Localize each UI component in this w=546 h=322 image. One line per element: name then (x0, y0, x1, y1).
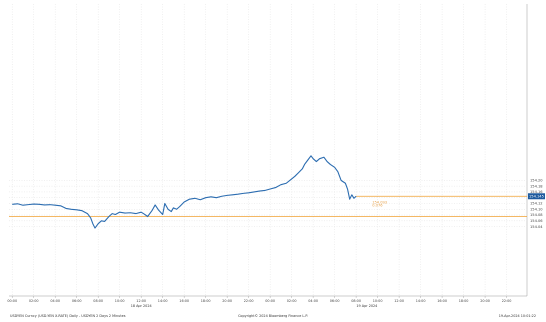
x-tick-label: 22:00 (244, 299, 254, 303)
x-tick-label: 04:00 (308, 299, 318, 303)
last-price-layer: 154.145 (528, 193, 545, 200)
x-tick-label: 06:00 (330, 299, 340, 303)
x-tick-label: 00:00 (7, 299, 17, 303)
x-tick-label: 14:00 (158, 299, 168, 303)
x-tick-label: 20:00 (480, 299, 490, 303)
x-tick-label: 06:00 (72, 299, 82, 303)
x-tick-label: 18:00 (459, 299, 469, 303)
x-tick-label: 18:00 (201, 299, 211, 303)
x-tick-label: 00:00 (265, 299, 275, 303)
footer-left-text: USDYEN Curncy (USD-YEN X-RATE) Daily - U… (10, 314, 126, 318)
x-tick-label: 08:00 (93, 299, 103, 303)
x-tick-label: 10:00 (115, 299, 125, 303)
price-series-line (12, 155, 357, 229)
y-tick-labels: 154.04154.06154.08154.10154.12154.14154.… (530, 179, 543, 229)
y-tick-label: 154.16 (530, 190, 543, 194)
x-tick-label: 04:00 (50, 299, 60, 303)
reference-layer (9, 195, 527, 217)
plot-area (9, 4, 527, 296)
x-tick-label: 14:00 (416, 299, 426, 303)
date-labels: 18 Apr 2024 19 Apr 2024 (131, 304, 378, 308)
x-gridlines (12, 4, 507, 298)
x-tick-label: 02:00 (287, 299, 297, 303)
y-tick-label: 154.04 (530, 225, 543, 229)
x-tick-label: 12:00 (136, 299, 146, 303)
x-tick-label: 10:00 (373, 299, 383, 303)
x-tick-label: 12:00 (394, 299, 404, 303)
annotation-label: 0.076 (372, 203, 383, 207)
y-tick-label: 154.18 (530, 184, 543, 188)
x-tick-label: 16:00 (179, 299, 189, 303)
y-tick-label: 154.12 (530, 202, 543, 206)
y-tick-label: 154.20 (530, 179, 543, 183)
date-label: 18 Apr 2024 (131, 304, 152, 308)
x-tick-label: 16:00 (437, 299, 447, 303)
x-tick-label: 02:00 (29, 299, 39, 303)
y-tick-label: 154.06 (530, 219, 543, 223)
x-tick-label: 08:00 (351, 299, 361, 303)
y-tick-label: 154.10 (530, 207, 543, 211)
x-tick-label: 20:00 (222, 299, 232, 303)
footer-center-text: Copyright© 2024 Bloomberg Finance L.P. (238, 314, 308, 318)
y-tick-label: 154.08 (530, 213, 543, 217)
last-price-tag-label: 154.145 (529, 195, 544, 199)
annotation-label: 154.093 (372, 200, 387, 204)
footer-right-text: 19-Apr-2024 10:01:22 (499, 314, 536, 318)
x-tick-labels: 00:00 02:00 04:00 06:00 08:00 10:00 12:00 14:00… (7, 299, 511, 303)
last-price-tag (528, 193, 545, 200)
x-tick-label: 22:00 (502, 299, 512, 303)
date-label: 19 Apr 2024 (356, 304, 377, 308)
series-layer (12, 155, 357, 229)
